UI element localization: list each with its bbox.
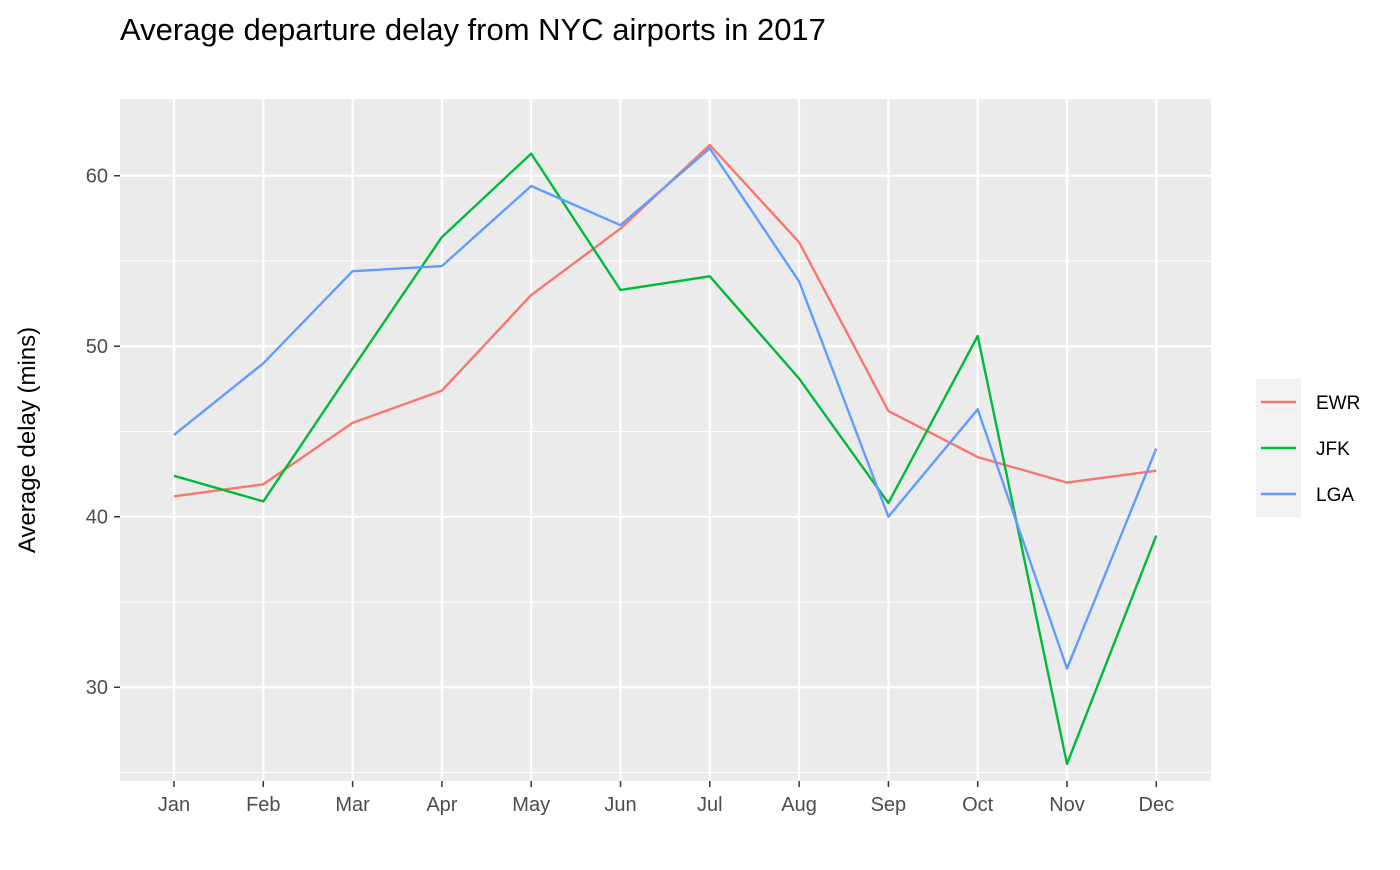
x-tick-label: May: [512, 794, 550, 816]
x-tick-label: Dec: [1139, 794, 1175, 816]
x-tick-label: Mar: [335, 794, 370, 816]
chart-title: Average departure delay from NYC airport…: [120, 12, 826, 47]
x-tick-label: Oct: [962, 794, 994, 816]
y-tick-label: 40: [86, 507, 108, 529]
x-tick-label: Nov: [1049, 794, 1085, 816]
legend-label-jfk: JFK: [1316, 439, 1350, 460]
x-tick-label: Aug: [781, 794, 817, 816]
plot-panel: [120, 99, 1211, 781]
legend-label-ewr: EWR: [1316, 393, 1360, 414]
y-tick-label: 60: [86, 166, 108, 188]
y-axis-title: Average delay (mins): [14, 327, 41, 553]
series-line-lga: [173, 147, 1158, 670]
x-tick-label: Jul: [697, 794, 723, 816]
y-tick-label: 50: [86, 336, 108, 358]
x-tick-label: Jan: [158, 794, 190, 816]
x-tick-label: Feb: [246, 794, 280, 816]
legend-label-lga: LGA: [1316, 485, 1354, 506]
x-tick-label: Jun: [604, 794, 636, 816]
series-lines: [173, 143, 1158, 766]
x-axis: Jan Feb Mar Apr May Jun Jul Aug Sep Oct Nov Dec: [158, 781, 1174, 816]
minor-gridlines: [120, 260, 1211, 773]
major-gridlines: [120, 99, 1211, 781]
series-line-jfk: [173, 152, 1158, 766]
y-axis: 30 40 50 60: [86, 166, 120, 699]
x-tick-label: Sep: [871, 794, 907, 816]
legend: EWR JFK LGA: [1256, 379, 1360, 517]
x-tick-label: Apr: [426, 794, 457, 816]
y-tick-label: 30: [86, 677, 108, 699]
